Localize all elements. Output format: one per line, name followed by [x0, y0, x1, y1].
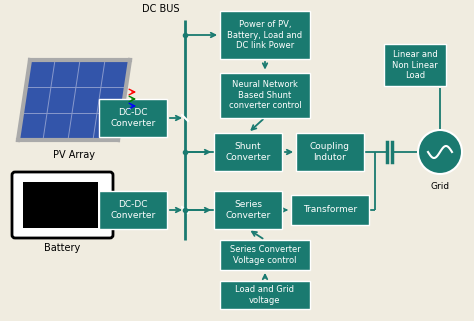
FancyBboxPatch shape	[220, 73, 310, 117]
Circle shape	[418, 130, 462, 174]
Text: DC-DC
Converter: DC-DC Converter	[110, 108, 155, 128]
FancyBboxPatch shape	[214, 191, 282, 229]
Text: Load and Grid
voltage: Load and Grid voltage	[236, 285, 294, 305]
FancyBboxPatch shape	[99, 99, 167, 137]
FancyBboxPatch shape	[108, 197, 116, 213]
Text: Grid: Grid	[430, 182, 449, 191]
FancyBboxPatch shape	[291, 195, 369, 225]
Text: Battery: Battery	[45, 243, 81, 253]
Text: DC-DC
Converter: DC-DC Converter	[110, 200, 155, 220]
Text: DC BUS: DC BUS	[143, 4, 180, 14]
Text: Transformer: Transformer	[303, 205, 357, 214]
Text: PV Array: PV Array	[53, 150, 95, 160]
FancyBboxPatch shape	[99, 191, 167, 229]
Polygon shape	[18, 60, 130, 140]
Text: Linear and
Non Linear
Load: Linear and Non Linear Load	[392, 50, 438, 80]
Text: Power of PV,
Battery, Load and
DC link Power: Power of PV, Battery, Load and DC link P…	[228, 20, 302, 50]
Text: Series
Converter: Series Converter	[225, 200, 271, 220]
Text: Coupling
Indutor: Coupling Indutor	[310, 142, 350, 162]
FancyBboxPatch shape	[384, 44, 446, 86]
Text: Shunt
Converter: Shunt Converter	[225, 142, 271, 162]
FancyBboxPatch shape	[220, 240, 310, 270]
Text: Series Converter
Voltage control: Series Converter Voltage control	[229, 245, 301, 265]
Text: Neural Network
Based Shunt
converter control: Neural Network Based Shunt converter con…	[228, 80, 301, 110]
FancyBboxPatch shape	[220, 281, 310, 309]
FancyBboxPatch shape	[296, 133, 364, 171]
FancyBboxPatch shape	[220, 11, 310, 59]
FancyBboxPatch shape	[214, 133, 282, 171]
FancyBboxPatch shape	[23, 182, 98, 228]
FancyBboxPatch shape	[12, 172, 113, 238]
